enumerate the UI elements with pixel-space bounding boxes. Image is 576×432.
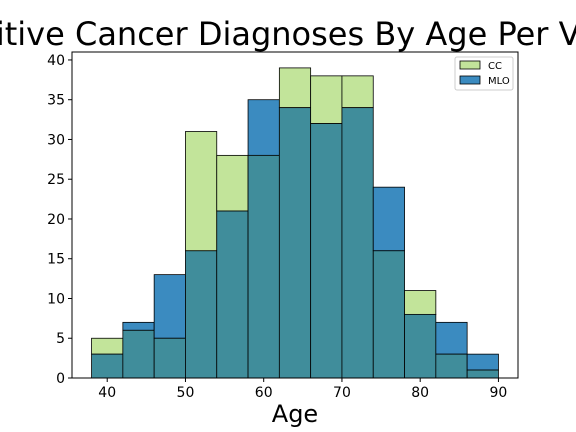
plot-area bbox=[91, 67, 499, 379]
bar-overlap-58 bbox=[247, 154, 280, 379]
y-tick-label: 5 bbox=[56, 331, 65, 347]
y-tick-label: 30 bbox=[47, 132, 65, 148]
bar-overlap-70 bbox=[341, 107, 374, 379]
y-tick-label: 20 bbox=[47, 212, 65, 228]
x-tick-label: 90 bbox=[490, 385, 508, 401]
x-axis-label: Age bbox=[272, 400, 318, 428]
x-tick-label: 60 bbox=[255, 385, 273, 401]
bar-overlap-50 bbox=[185, 250, 218, 379]
x-axis: 40 50 60 70 80 90 bbox=[98, 378, 507, 401]
bar-cc-62 bbox=[278, 67, 312, 109]
bar-overlap-78 bbox=[404, 313, 437, 379]
bar-overlap-54 bbox=[216, 210, 249, 379]
bar-cc-38 bbox=[91, 337, 124, 355]
plot-frame bbox=[71, 51, 519, 379]
bar-cc-50 bbox=[185, 131, 218, 252]
bar-mlo-42 bbox=[122, 321, 155, 331]
bar-cc-78 bbox=[404, 290, 437, 315]
bar-mlo-82 bbox=[435, 321, 468, 355]
bar-overlap-86 bbox=[466, 369, 499, 379]
bar-overlap-74 bbox=[372, 250, 405, 379]
legend: CC MLO bbox=[454, 56, 514, 91]
bar-overlap-62 bbox=[278, 107, 312, 379]
legend-swatch-mlo bbox=[459, 75, 481, 85]
legend-label-cc: CC bbox=[488, 61, 502, 72]
x-tick-label: 50 bbox=[177, 385, 195, 401]
x-tick-label: 40 bbox=[98, 385, 116, 401]
bar-overlap-42 bbox=[122, 329, 155, 379]
bar-mlo-58 bbox=[247, 99, 280, 156]
bar-mlo-74 bbox=[372, 186, 405, 252]
y-tick-label: 0 bbox=[56, 371, 65, 387]
y-tick-label: 25 bbox=[47, 172, 65, 188]
bar-overlap-66 bbox=[310, 123, 343, 379]
legend-swatch-cc bbox=[459, 60, 481, 70]
bar-overlap-46 bbox=[153, 337, 186, 379]
bar-overlap-82 bbox=[435, 353, 468, 379]
bar-cc-70 bbox=[341, 75, 374, 109]
bar-overlap-38 bbox=[91, 353, 124, 379]
bar-mlo-46 bbox=[153, 274, 186, 339]
bar-mlo-86 bbox=[466, 353, 499, 371]
y-tick-label: 40 bbox=[47, 53, 65, 69]
y-axis: 0 5 10 15 20 25 30 35 40 bbox=[47, 53, 72, 387]
y-tick-label: 10 bbox=[47, 291, 65, 307]
y-tick-label: 35 bbox=[47, 93, 65, 109]
chart-title: Positive Cancer Diagnoses By Age Per Vie… bbox=[0, 15, 576, 53]
legend-label-mlo: MLO bbox=[488, 76, 510, 87]
x-tick-label: 80 bbox=[411, 385, 429, 401]
bar-cc-54 bbox=[216, 154, 249, 212]
y-tick-label: 15 bbox=[47, 252, 65, 268]
bar-cc-66 bbox=[310, 75, 343, 124]
x-tick-label: 70 bbox=[333, 385, 351, 401]
